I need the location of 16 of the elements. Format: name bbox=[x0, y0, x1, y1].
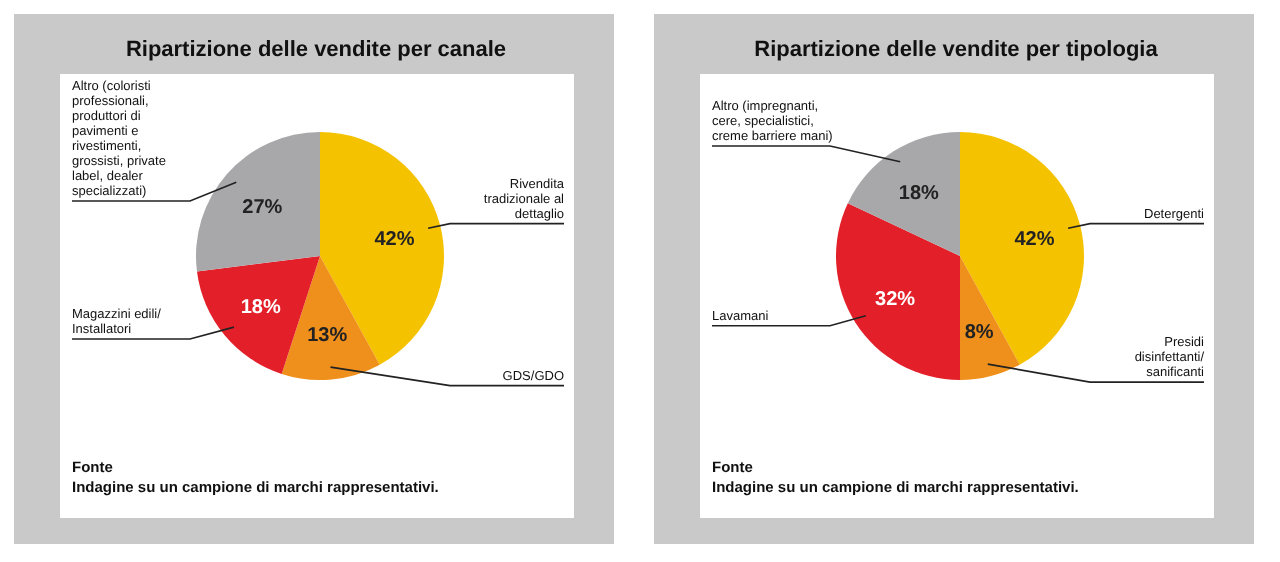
chart-title: Ripartizione delle vendite per tipologia bbox=[754, 38, 1160, 62]
pie-slice bbox=[960, 256, 1020, 380]
data-label: 27% bbox=[242, 197, 283, 220]
data-label: 32% bbox=[875, 289, 916, 312]
data-label: 42% bbox=[374, 228, 415, 251]
pie-slice bbox=[836, 203, 960, 380]
chart-title: Ripartizione delle vendite per canale bbox=[125, 38, 507, 62]
pie-slice bbox=[281, 256, 380, 380]
data-label: 8% bbox=[964, 322, 994, 345]
data-label: 42% bbox=[1014, 228, 1055, 251]
pie-slice bbox=[960, 132, 1084, 365]
pie-slice bbox=[847, 132, 960, 256]
pie-slice bbox=[196, 132, 320, 272]
data-label: 18% bbox=[240, 297, 281, 320]
data-label: 13% bbox=[307, 324, 348, 347]
data-label: 18% bbox=[898, 183, 940, 206]
